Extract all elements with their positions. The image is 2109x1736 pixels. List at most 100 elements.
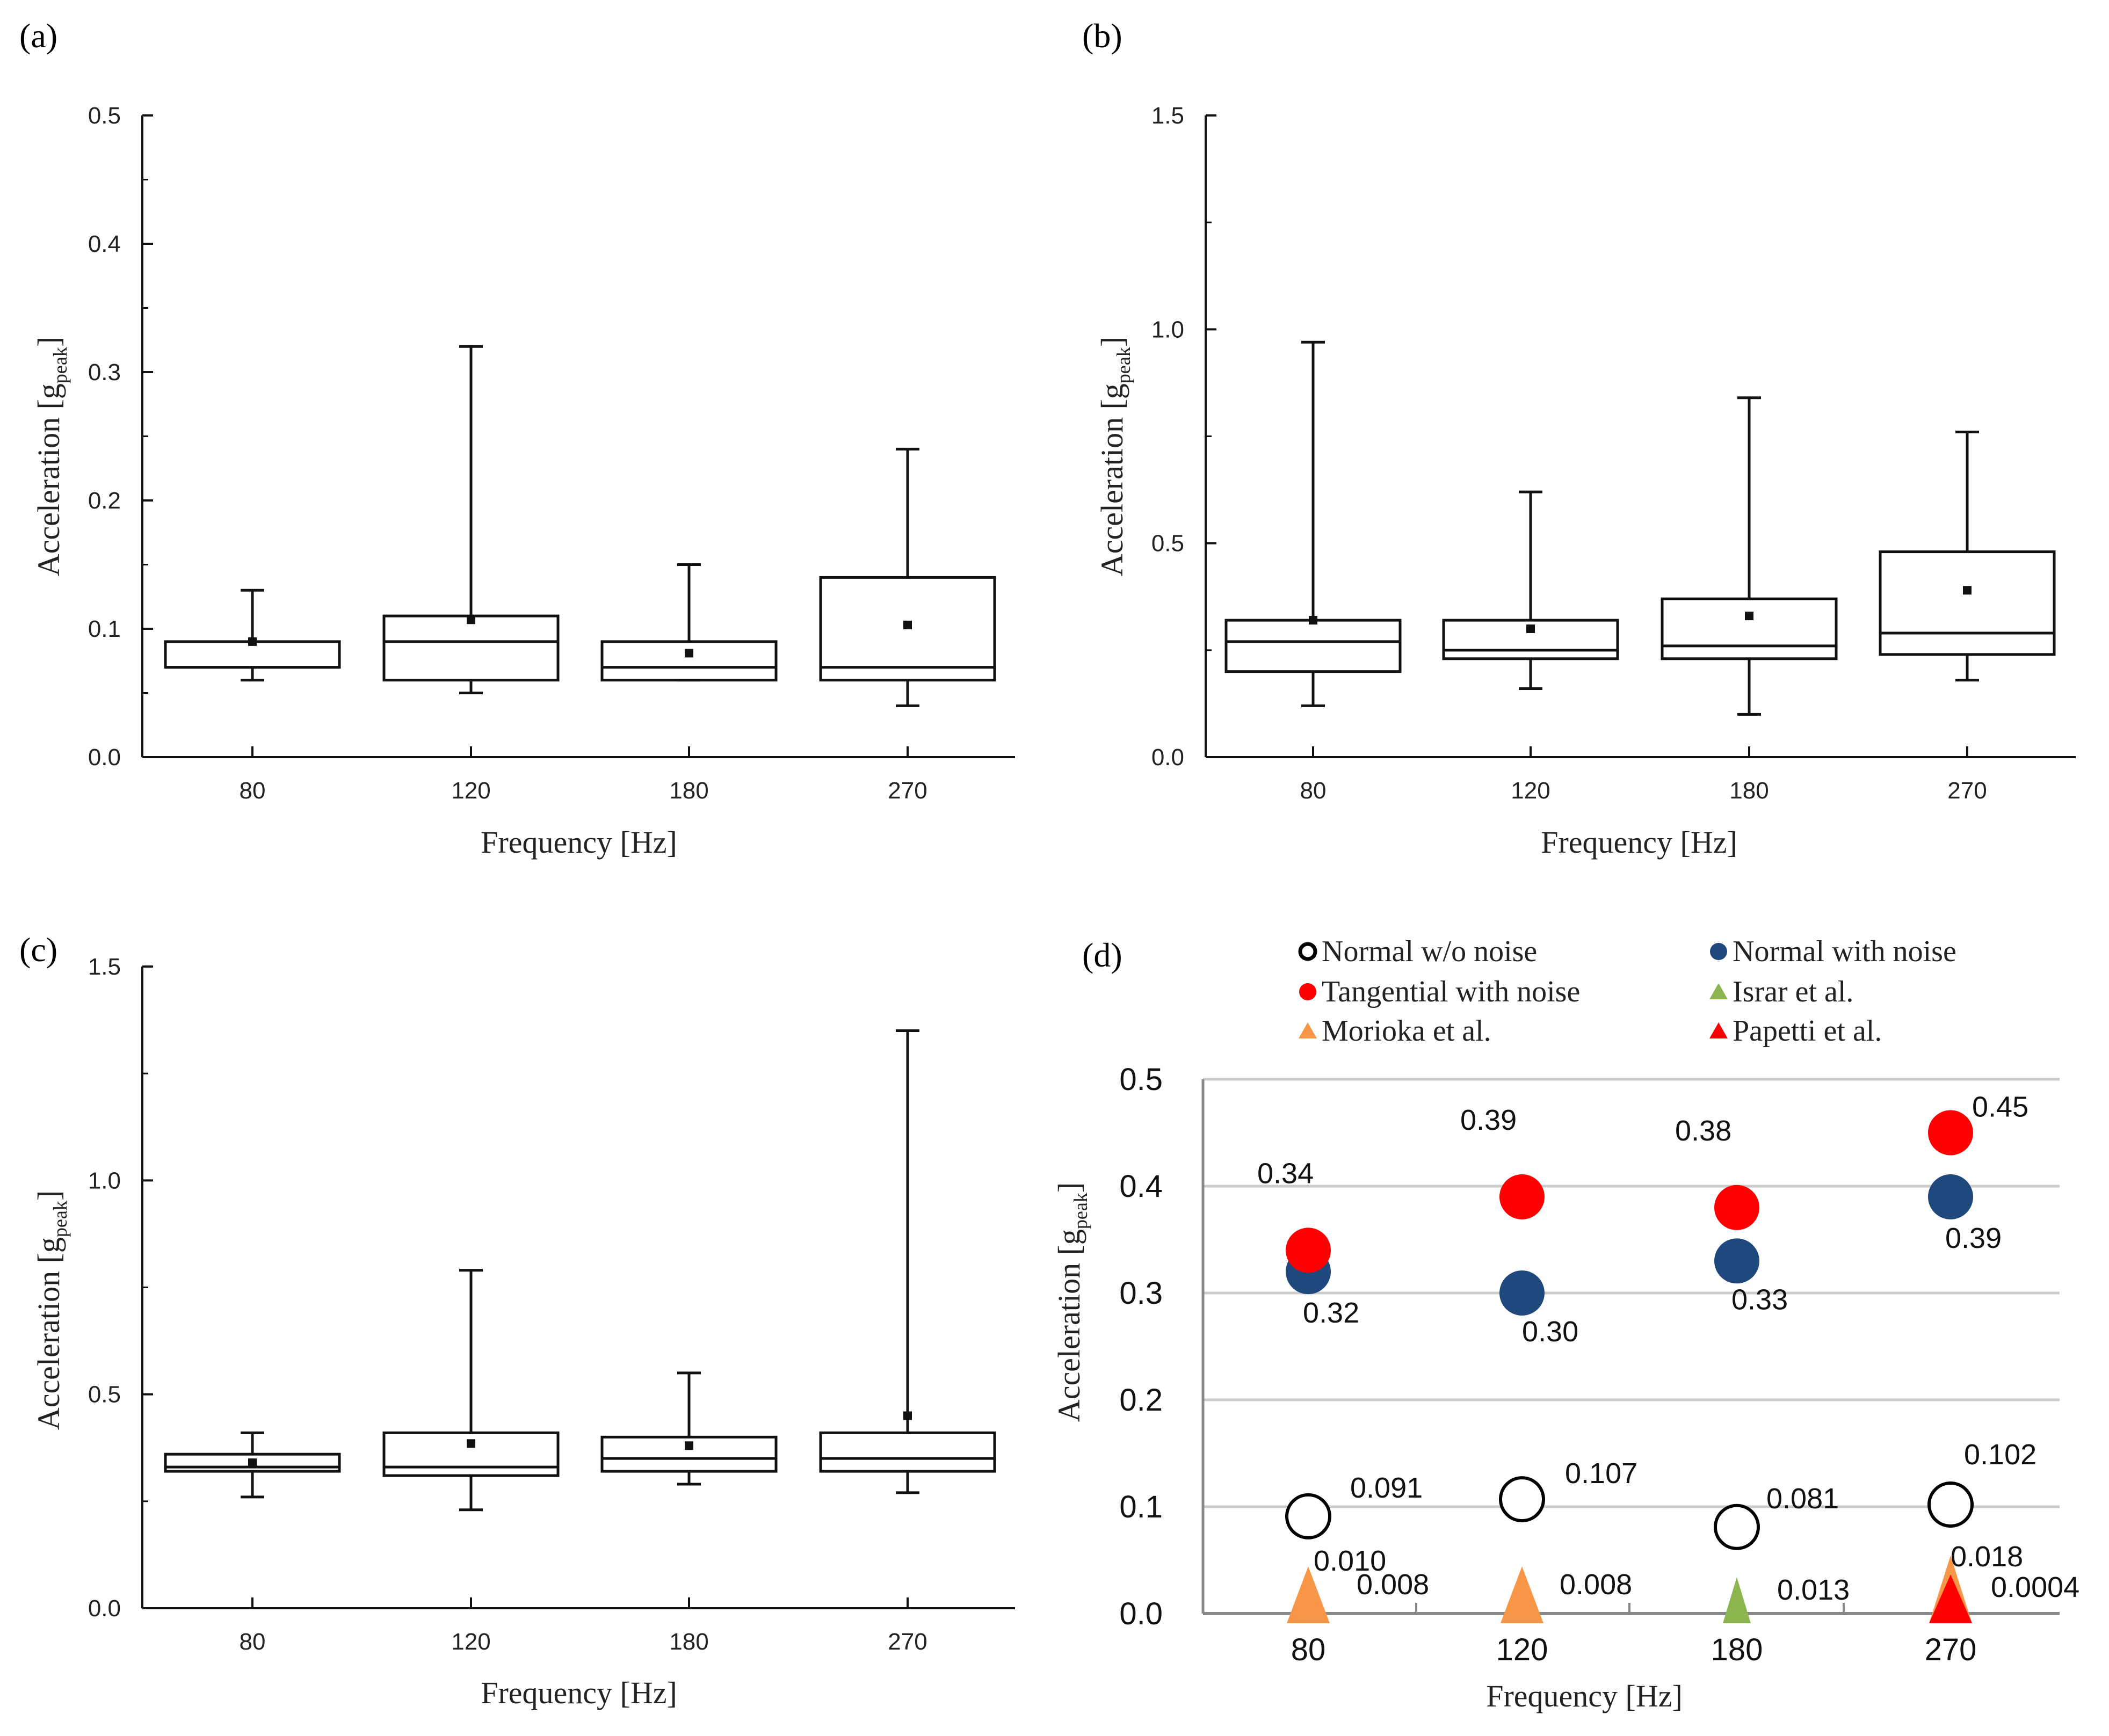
iqr-box	[382, 614, 560, 682]
mean-marker	[467, 1439, 475, 1448]
legend-label: Papetti et al.	[1733, 1014, 1882, 1048]
data-label: 0.013	[1777, 1574, 1850, 1606]
iqr-box	[1224, 619, 1402, 673]
axis-titles: Frequency [Hz] Acceleration [gpeak]	[1052, 1182, 1683, 1713]
y-tick-label: 0.5	[88, 103, 121, 129]
mean-marker	[903, 620, 912, 629]
axis-titles: Frequency [Hz] Acceleration [gpeak]	[31, 337, 677, 860]
y-tick-label: 1.5	[1151, 103, 1184, 129]
data-label: 0.45	[1972, 1091, 2028, 1123]
point-normal-with-noise	[1499, 1270, 1545, 1316]
y-axis-title-sub: peak	[1070, 1193, 1091, 1229]
point-tangential-with-noise	[1499, 1174, 1545, 1219]
x-tick-label: 270	[888, 778, 927, 804]
y-axis-title-main: Acceleration [g	[31, 383, 66, 576]
point-tangential-with-noise	[1928, 1110, 1973, 1156]
y-tick-label: 0.3	[1119, 1276, 1163, 1311]
mean-marker	[1963, 586, 1972, 595]
y-tick-label: 0.5	[1119, 1062, 1163, 1097]
x-tick-label: 120	[1496, 1632, 1548, 1667]
x-tick-label: 120	[1511, 778, 1550, 804]
y-axis-title: Acceleration [gpeak]	[1095, 337, 1134, 576]
y-tick-label: 0.0	[88, 1595, 121, 1622]
y-axis-title-sub: peak	[49, 1201, 71, 1237]
x-tick-label: 270	[1947, 778, 1987, 804]
panel-label: (a)	[19, 17, 57, 55]
data-label: 0.32	[1303, 1297, 1359, 1329]
x-tick-label: 120	[451, 778, 490, 804]
data-label: 0.39	[1460, 1104, 1517, 1136]
point-morioka	[1501, 1566, 1543, 1623]
panel-d: (d) Normal w/o noise Normal with noise Tan…	[1052, 935, 2079, 1713]
legend-label: Normal w/o noise	[1322, 935, 1537, 968]
x-tick-label: 180	[1729, 778, 1769, 804]
x-tick-label: 80	[240, 778, 266, 804]
mean-marker	[1309, 616, 1317, 625]
x-tick-label: 80	[240, 1629, 266, 1655]
legend-label: Israr et al.	[1733, 975, 1853, 1008]
iqr-box	[600, 640, 778, 682]
x-tick-label: 270	[1925, 1632, 1977, 1667]
data-label: 0.018	[1951, 1541, 2023, 1573]
x-axis-title: Frequency [Hz]	[1541, 825, 1737, 860]
y-tick-label: 1.0	[1151, 316, 1184, 343]
panel-label: (d)	[1082, 936, 1122, 974]
legend-marker-circle	[1299, 983, 1316, 1000]
panel-label: (b)	[1082, 17, 1122, 55]
y-tick-label: 0.1	[1119, 1490, 1163, 1524]
iqr-box	[1879, 550, 2056, 656]
data-label: 0.38	[1675, 1115, 1731, 1147]
data-label: 0.091	[1350, 1472, 1423, 1504]
legend: Normal w/o noise Normal with noise Tangent…	[1298, 935, 1956, 1048]
y-axis-title-end: ]	[1095, 337, 1129, 347]
axis-titles: Frequency [Hz] Acceleration [gpeak]	[1095, 337, 1737, 860]
legend-marker-open-circle	[1298, 942, 1317, 961]
data-label: 0.33	[1731, 1283, 1788, 1316]
y-axis-title-end: ]	[1052, 1182, 1086, 1193]
point-tangential-with-noise	[1286, 1227, 1331, 1273]
mean-marker	[248, 1458, 257, 1468]
point-normal-no-noise	[1714, 1503, 1760, 1550]
y-tick-label: 0.4	[1119, 1169, 1163, 1204]
y-tick-label: 0.3	[88, 359, 121, 386]
y-tick-label: 0.0	[1151, 744, 1184, 771]
y-tick-label: 0.5	[1151, 531, 1184, 557]
y-axis-title: Acceleration [gpeak]	[31, 1190, 71, 1430]
y-axis-title-sub: peak	[49, 347, 71, 383]
iqr-box	[1661, 597, 1838, 660]
mean-marker	[903, 1411, 912, 1420]
x-axis-title: Frequency [Hz]	[481, 1675, 677, 1710]
legend-marker-triangle	[1709, 983, 1728, 999]
legend-marker-triangle	[1709, 1022, 1728, 1038]
mean-marker	[685, 649, 693, 658]
data-label: 0.008	[1560, 1568, 1632, 1601]
point-normal-no-noise	[1927, 1481, 1974, 1528]
data-label: 0.102	[1964, 1439, 2036, 1471]
y-tick-label: 0.1	[88, 616, 121, 642]
data-label: 0.008	[1357, 1568, 1429, 1601]
y-axis-title: Acceleration [gpeak]	[31, 337, 71, 576]
y-tick-label: 0.0	[1119, 1596, 1163, 1631]
y-axis-title-end: ]	[31, 337, 66, 347]
legend-marker-circle	[1710, 943, 1727, 960]
point-papetti	[1929, 1574, 1972, 1623]
mean-marker	[248, 637, 257, 646]
y-tick-label: 1.0	[88, 1167, 121, 1194]
legend-label: Normal with noise	[1733, 935, 1956, 968]
x-tick-label: 270	[888, 1629, 927, 1655]
mean-marker	[467, 615, 475, 624]
mean-marker	[685, 1441, 693, 1450]
y-tick-label: 0.4	[88, 231, 121, 257]
point-morioka	[1287, 1566, 1330, 1623]
panel-label: (c)	[19, 931, 57, 969]
mean-marker	[1526, 624, 1535, 633]
data-label: 0.107	[1565, 1457, 1637, 1490]
data-label: 0.081	[1766, 1483, 1839, 1515]
point-normal-with-noise	[1928, 1174, 1973, 1219]
y-tick-label: 0.0	[88, 744, 121, 771]
data-label: 0.0004	[1991, 1571, 2079, 1603]
x-tick-label: 180	[669, 778, 708, 804]
y-axis-title-main: Acceleration [g	[31, 1237, 66, 1430]
point-normal-no-noise	[1499, 1476, 1545, 1523]
